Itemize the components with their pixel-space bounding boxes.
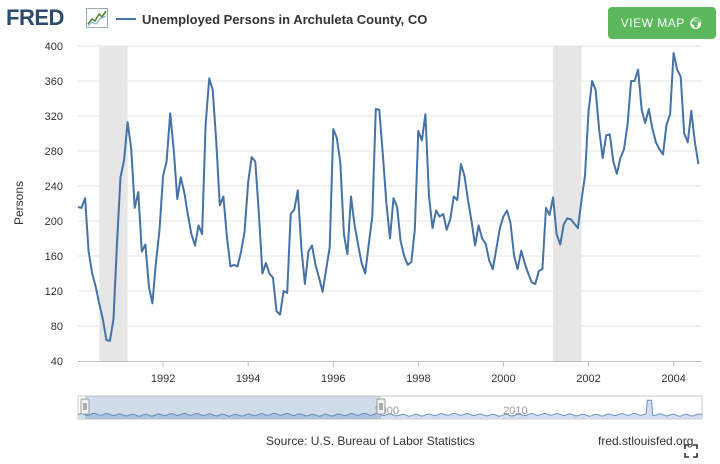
grid-lines: [78, 45, 702, 327]
x-tick-label: 1998: [406, 373, 430, 385]
y-tick-label: 240: [45, 181, 63, 193]
series-group: [77, 52, 700, 342]
x-tick-label: 2004: [661, 373, 685, 385]
source-text: Source: U.S. Bureau of Labor Statistics: [266, 434, 475, 448]
x-axis: 1992 1994 1996 1998 2000 2002 2004: [78, 361, 702, 385]
y-tick-label: 280: [45, 146, 63, 158]
y-axis-label: Persons: [12, 181, 26, 225]
legend-series-label: Unemployed Persons in Archuleta County, …: [142, 11, 428, 27]
navigator-handle-icon[interactable]: [376, 398, 386, 415]
navigator-handle-right[interactable]: [376, 398, 386, 415]
range-navigator[interactable]: 2000 2010: [77, 395, 703, 420]
x-tick-label: 1994: [236, 373, 260, 385]
y-tick-label: 200: [45, 216, 63, 228]
globe-icon: 🌍︎: [688, 17, 704, 30]
navigator-handle-left[interactable]: [80, 398, 90, 415]
chart-header: FRED Unemployed Persons in Archuleta Cou…: [0, 0, 720, 40]
x-tick-label: 2000: [491, 373, 515, 385]
navigator-series-area: [78, 400, 702, 419]
navigator-series-line: [77, 399, 703, 417]
navigator-handle-icon[interactable]: [80, 398, 90, 415]
x-tick-label: 1996: [321, 373, 345, 385]
fred-logo[interactable]: FRED: [6, 5, 64, 30]
x-tick-label: 2002: [576, 373, 600, 385]
y-tick-label: 80: [51, 321, 63, 333]
site-link[interactable]: fred.stlouisfed.org: [598, 434, 694, 448]
y-tick-label: 320: [45, 111, 63, 123]
recession-band-1: [553, 46, 582, 361]
recession-bands: [99, 46, 582, 361]
navigator-axis-label: 2010: [503, 405, 527, 417]
chart-legend: Unemployed Persons in Archuleta County, …: [116, 10, 427, 28]
fred-logo-graph-icon: [86, 8, 108, 28]
y-tick-label: 40: [51, 356, 63, 368]
y-tick-label: 120: [45, 286, 63, 298]
y-axis: 40 80 120 160 200 240 280 320 360 400: [45, 41, 63, 368]
series-line-0[interactable]: [77, 52, 700, 342]
y-tick-label: 400: [45, 41, 63, 53]
fullscreen-icon[interactable]: [684, 444, 698, 458]
view-map-label: VIEW MAP: [620, 16, 685, 30]
navigator-selection[interactable]: [85, 396, 381, 419]
x-tick-label: 1992: [151, 373, 175, 385]
view-map-button[interactable]: VIEW MAP 🌍︎: [608, 7, 716, 39]
legend-line-swatch: [116, 18, 136, 20]
y-tick-label: 160: [45, 251, 63, 263]
y-tick-label: 360: [45, 76, 63, 88]
